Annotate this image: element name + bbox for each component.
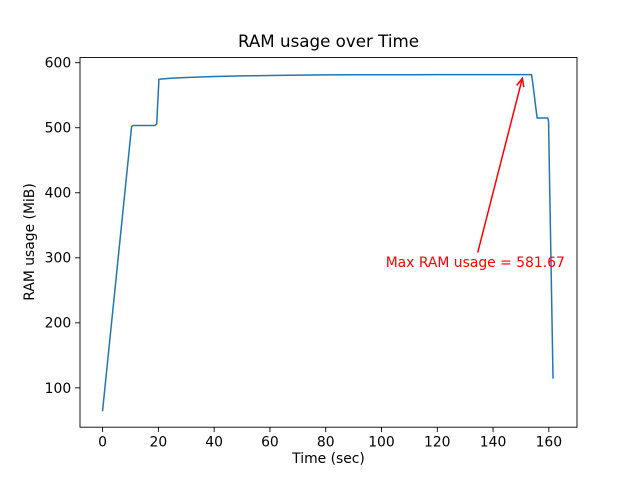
ram-usage-line (101, 73, 554, 412)
chart-title: RAM usage over Time (237, 31, 420, 51)
annotation-arrow-shaft (476, 78, 524, 253)
y-tick-label: 200 (45, 316, 72, 332)
y-axis-label: RAM usage (MiB) (22, 183, 38, 301)
max-ram-annotation: Max RAM usage = 581.67 (385, 254, 565, 271)
x-tick-label: 60 (261, 435, 279, 451)
y-tick-label: 300 (45, 251, 72, 267)
x-tick-label: 100 (368, 435, 395, 451)
x-tick-label: 0 (98, 435, 107, 451)
y-tick-label: 600 (45, 56, 72, 72)
axes-spines (79, 57, 578, 428)
x-tick-label: 20 (150, 435, 168, 451)
y-tick-label: 400 (45, 186, 72, 202)
x-tick-label: 160 (536, 435, 563, 451)
x-tick-label: 140 (480, 435, 507, 451)
x-tick-label: 120 (424, 435, 451, 451)
y-tick-label: 100 (45, 381, 72, 397)
x-tick-label: 80 (317, 435, 335, 451)
annotation-arrow-head (516, 76, 525, 88)
y-tick-label: 500 (45, 121, 72, 137)
x-tick-label: 40 (205, 435, 223, 451)
x-axis-label: Time (sec) (292, 451, 365, 467)
